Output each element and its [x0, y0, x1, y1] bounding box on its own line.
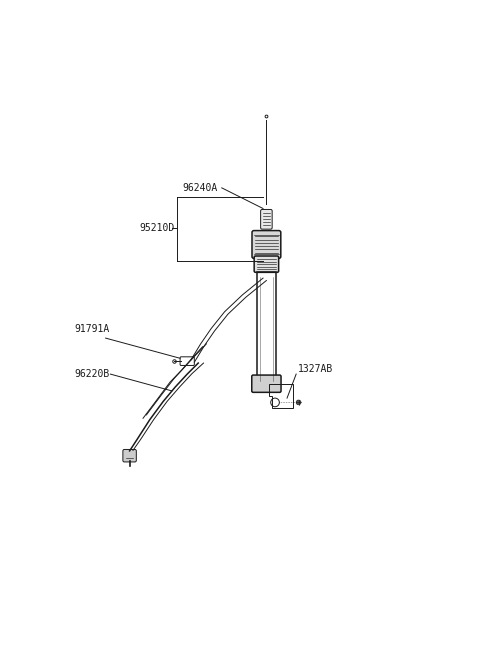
FancyBboxPatch shape — [123, 449, 136, 462]
Circle shape — [296, 400, 301, 405]
FancyBboxPatch shape — [252, 231, 281, 258]
FancyBboxPatch shape — [254, 256, 279, 273]
Text: 96220B: 96220B — [74, 369, 109, 379]
Text: 91791A: 91791A — [74, 323, 109, 334]
Text: 95210D: 95210D — [139, 223, 174, 233]
FancyBboxPatch shape — [261, 210, 272, 229]
Text: 1327AB: 1327AB — [298, 364, 333, 374]
Text: 96240A: 96240A — [182, 183, 217, 193]
FancyBboxPatch shape — [252, 375, 281, 392]
